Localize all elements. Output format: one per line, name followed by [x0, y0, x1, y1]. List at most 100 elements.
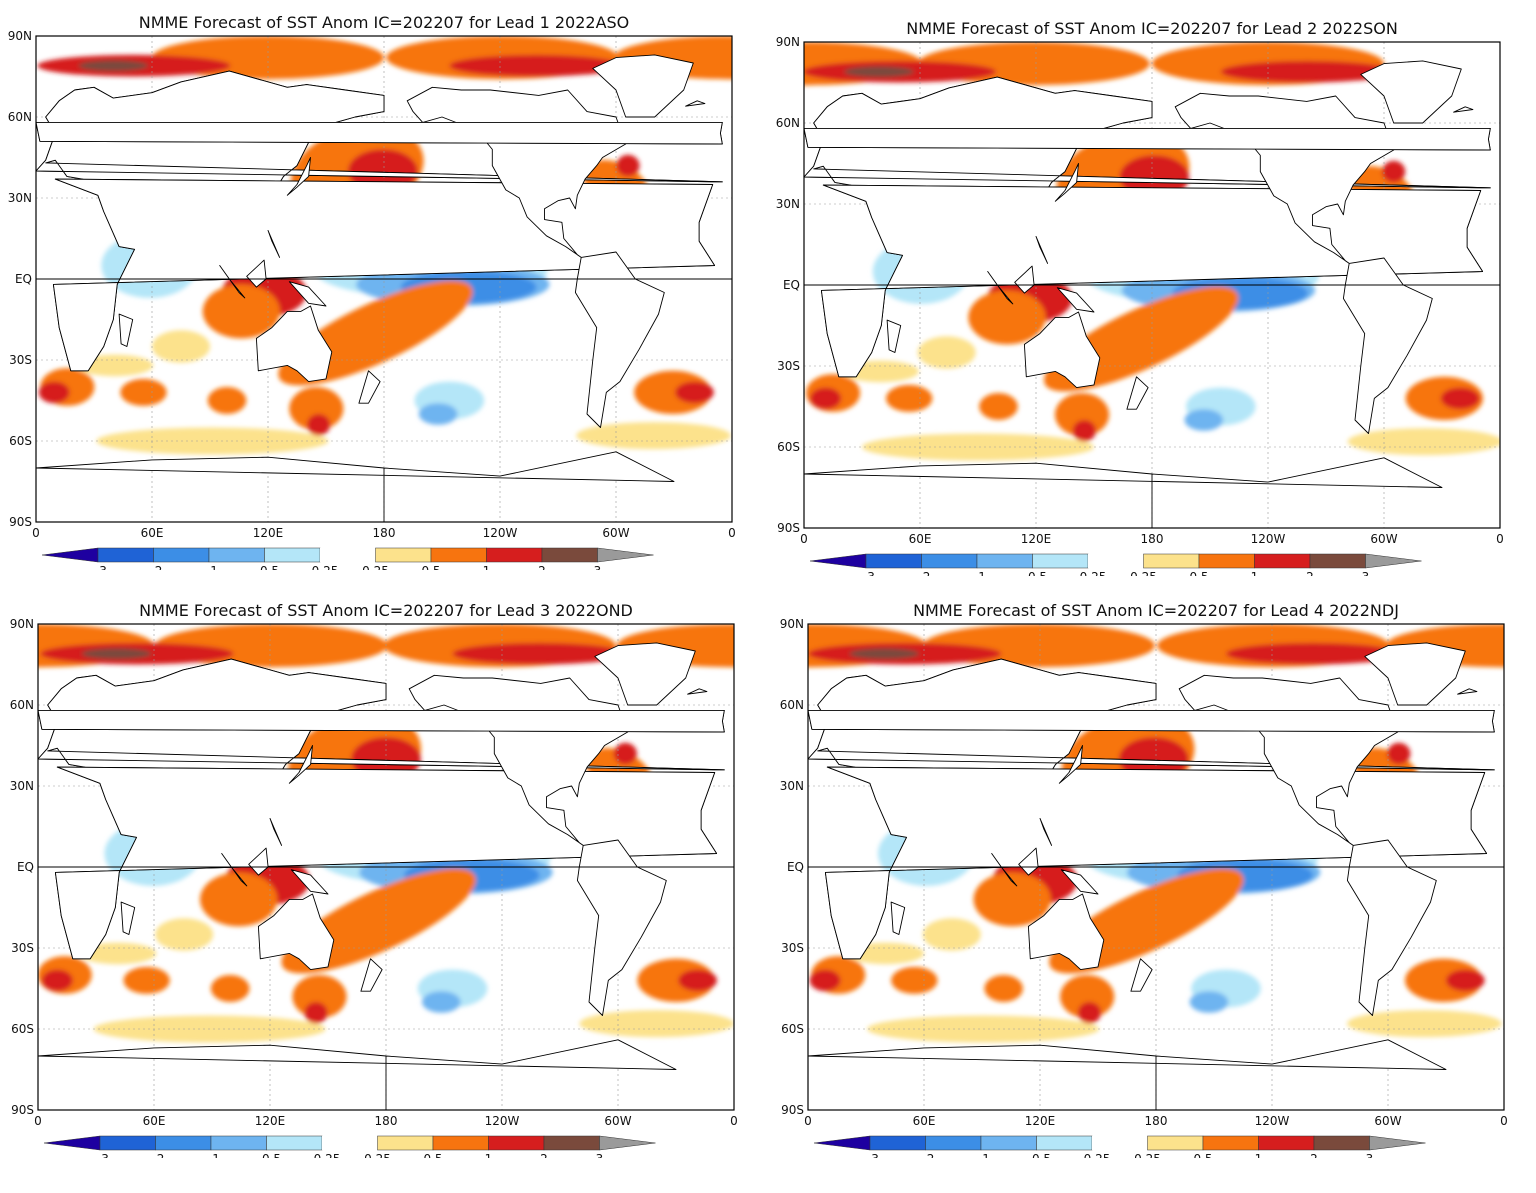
lat-tick-label: 60N [10, 698, 34, 712]
anomaly-area [1446, 969, 1485, 992]
anomaly-area [207, 387, 247, 414]
land [219, 265, 246, 299]
colorbar [813, 1135, 1426, 1151]
lon-tick-label: 0 [34, 1114, 42, 1128]
colorbar-tick-label: 1 [483, 564, 491, 570]
lat-tick-label: 30S [9, 353, 32, 367]
anomaly-area [289, 387, 344, 431]
anomaly-area [844, 66, 914, 78]
land [594, 642, 696, 706]
land [1039, 817, 1053, 846]
lon-tick-label: 120W [1255, 1114, 1290, 1128]
land [1364, 642, 1466, 706]
colorbar-swatch [1258, 1135, 1315, 1151]
anomaly-area [120, 378, 167, 406]
colorbar-swatch [1143, 553, 1200, 569]
colorbar-tick-label: 2 [1310, 1152, 1318, 1158]
lon-tick-label: 180 [1141, 532, 1164, 546]
anomaly-area [984, 975, 1023, 1002]
anomaly-area [449, 54, 624, 77]
colorbar-swatch [432, 1135, 489, 1151]
colorbar-tick-label: 0.5 [421, 564, 440, 570]
lon-tick-label: 120E [1021, 532, 1052, 546]
colorbar-high-arrow [1369, 1135, 1426, 1151]
colorbar-swatch [430, 547, 487, 563]
lat-tick-label: 30N [10, 779, 34, 793]
colorbar-swatch [375, 547, 432, 563]
anomaly-area [1054, 393, 1110, 437]
colorbar-tick-label: 0.5 [1193, 1152, 1212, 1158]
map-panel-lead-3: NMME Forecast of SST Anom IC=202207 for … [2, 588, 752, 1158]
land [1035, 235, 1049, 264]
colorbar-tick-label: −0.5 [1018, 570, 1047, 576]
land [1126, 376, 1149, 410]
anomaly-area [1405, 958, 1483, 1002]
colorbar-swatch [980, 1135, 1037, 1151]
lat-tick-label: 60N [780, 698, 804, 712]
map-panel-lead-4: NMME Forecast of SST Anom IC=202207 for … [772, 588, 1522, 1158]
anomaly-area [1347, 428, 1500, 456]
colorbar-swatch [1198, 553, 1255, 569]
map-title: NMME Forecast of SST Anom IC=202207 for … [906, 19, 1398, 38]
colorbar-tick-label: −2 [147, 1152, 165, 1158]
land [1058, 745, 1083, 784]
colorbar-swatch [266, 1135, 323, 1151]
lon-tick-label: 180 [373, 526, 396, 540]
colorbar-tick-label: 0.5 [423, 1152, 442, 1158]
anomaly-area [155, 918, 214, 951]
land [1342, 257, 1433, 434]
colorbar-swatch [1254, 553, 1311, 569]
colorbar-low-arrow [809, 553, 867, 569]
colorbar-swatch [1088, 554, 1144, 568]
land [257, 893, 335, 971]
anomaly-area [678, 969, 717, 992]
colorbar-swatch [541, 547, 598, 563]
anomaly-area [41, 969, 73, 992]
land [685, 100, 706, 107]
land [1027, 893, 1105, 971]
map-frame [807, 623, 1505, 1111]
lat-tick-label: 90N [780, 617, 804, 631]
sst-map: NMME Forecast of SST Anom IC=202207 for … [780, 601, 1508, 1158]
anomaly-area [637, 958, 715, 1002]
lon-tick-label: 120W [485, 1114, 520, 1128]
lon-tick-label: 120E [253, 526, 284, 540]
colorbar-high-arrow [597, 547, 654, 563]
colorbar-swatch [264, 547, 321, 563]
colorbar-tick-label: 1 [1251, 570, 1259, 576]
colorbar-tick-label: 3 [594, 564, 602, 570]
colorbar-tick-label: −0.25 [1070, 570, 1107, 576]
colorbar-tick-label: 0.25 [1134, 1152, 1161, 1158]
lat-tick-label: 30S [781, 941, 804, 955]
anomaly-area [1347, 1010, 1502, 1038]
colorbar-swatch [1147, 1135, 1204, 1151]
anomaly-area [849, 648, 919, 660]
lon-tick-label: 0 [1500, 1114, 1508, 1128]
colorbar-tick-label: 1 [1255, 1152, 1263, 1158]
land [269, 817, 283, 846]
colorbar-tick-label: 2 [540, 1152, 548, 1158]
land [221, 853, 248, 887]
colorbar-swatch [925, 1135, 982, 1151]
anomaly-area [885, 384, 933, 412]
lat-tick-label: 30N [780, 779, 804, 793]
anomaly-area [968, 290, 1046, 345]
colorbar-high-arrow [599, 1135, 656, 1151]
lat-tick-label: 90N [8, 29, 32, 43]
colorbar-low-arrow [43, 1135, 101, 1151]
anomaly-area [421, 991, 461, 1013]
colorbar-tick-label: −3 [89, 564, 107, 570]
colorbar-tick-label: 3 [1362, 570, 1370, 576]
anomaly-area [576, 422, 731, 450]
lat-tick-label: 90S [781, 1103, 804, 1117]
map-panel-lead-1: NMME Forecast of SST Anom IC=202207 for … [0, 0, 750, 570]
colorbar-tick-label: 0.25 [1130, 570, 1157, 576]
land-masses [38, 642, 725, 1110]
colorbar-tick-label: 1 [485, 1152, 493, 1158]
anomaly-area [1220, 60, 1395, 83]
anomaly-area [891, 966, 938, 994]
anomaly-area [917, 336, 976, 369]
land [120, 901, 136, 935]
lon-tick-label: 0 [804, 1114, 812, 1128]
land [1453, 106, 1474, 113]
